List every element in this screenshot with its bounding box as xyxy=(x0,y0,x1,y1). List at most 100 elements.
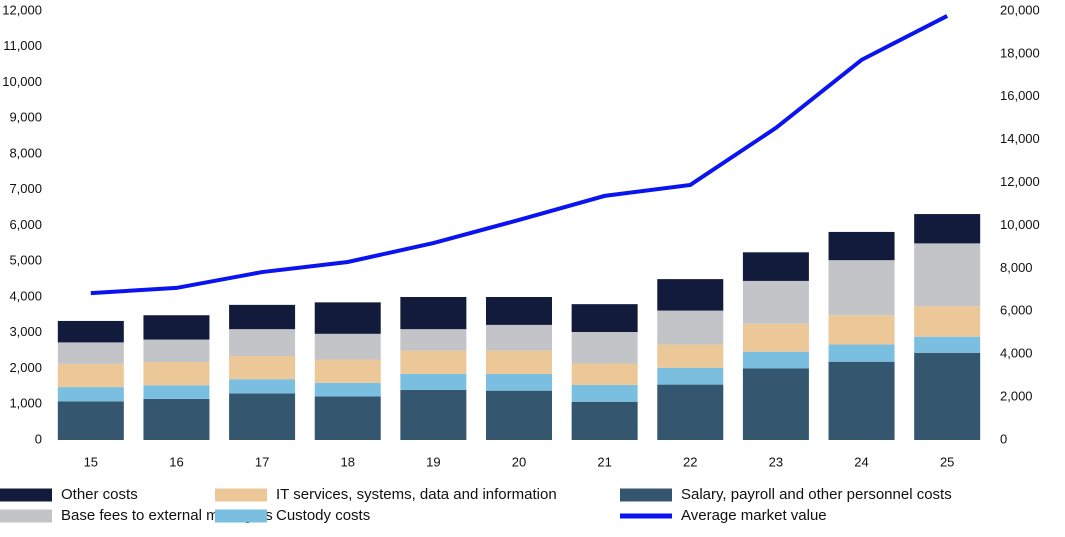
bar-segment xyxy=(914,336,981,353)
bar-segment xyxy=(914,214,981,244)
bar-segment xyxy=(143,315,210,340)
bar-segment xyxy=(314,382,381,397)
x-tick-label: 25 xyxy=(940,454,954,469)
legend-swatch xyxy=(215,509,267,523)
bar-segment xyxy=(571,401,638,440)
bar-segment xyxy=(486,373,552,391)
x-tick-label: 23 xyxy=(769,454,783,469)
bar-segment xyxy=(400,373,467,390)
y2-tick-label: 4,000 xyxy=(1000,346,1033,361)
legend-label: Average market value xyxy=(681,507,827,524)
bar-segment xyxy=(914,306,981,337)
y-tick-label: 0 xyxy=(35,431,42,446)
y2-tick-label: 14,000 xyxy=(1000,131,1040,146)
y-tick-label: 9,000 xyxy=(9,110,42,125)
bar-segment xyxy=(486,297,552,325)
bar-segment xyxy=(742,368,809,440)
legend-swatch xyxy=(620,513,672,519)
bar-segment xyxy=(486,324,552,351)
y-tick-label: 12,000 xyxy=(2,2,42,17)
bar-segment xyxy=(571,304,638,333)
bar-segment xyxy=(828,344,895,362)
bar-segment xyxy=(657,279,724,311)
y-tick-label: 5,000 xyxy=(9,253,42,268)
bar-segment xyxy=(657,310,724,345)
y2-tick-label: 0 xyxy=(1000,431,1007,446)
bar-segment xyxy=(143,362,210,386)
bar-segment xyxy=(657,344,724,368)
bar-segment xyxy=(400,297,467,330)
bar-segment xyxy=(400,350,467,374)
x-tick-label: 24 xyxy=(854,454,868,469)
bar-segment xyxy=(229,304,296,330)
y-tick-label: 6,000 xyxy=(9,217,42,232)
bar-segment xyxy=(657,367,724,385)
bar-segment xyxy=(571,384,638,402)
y2-tick-label: 2,000 xyxy=(1000,389,1033,404)
bar-segment xyxy=(828,361,895,440)
bar-segment xyxy=(314,333,381,360)
bar-segment xyxy=(229,379,296,394)
bar-segment xyxy=(57,320,124,343)
x-tick-label: 16 xyxy=(169,454,183,469)
y-tick-label: 10,000 xyxy=(2,74,42,89)
bar-segment xyxy=(828,231,895,261)
bar-segment xyxy=(571,332,638,364)
bar-segment xyxy=(314,359,381,383)
bar-segment xyxy=(828,260,895,316)
x-tick-label: 22 xyxy=(683,454,697,469)
bar-segment xyxy=(828,315,895,345)
bar-segment xyxy=(742,252,809,281)
y2-tick-label: 20,000 xyxy=(1000,2,1040,17)
y2-tick-label: 8,000 xyxy=(1000,260,1033,275)
bar-segment xyxy=(229,329,296,356)
bar-segment xyxy=(314,396,381,440)
bar-segment xyxy=(742,351,809,369)
bar-segment xyxy=(57,342,124,364)
x-tick-label: 21 xyxy=(597,454,611,469)
legend-label: Salary, payroll and other personnel cost… xyxy=(681,486,952,503)
x-tick-label: 19 xyxy=(426,454,440,469)
bar-segment xyxy=(742,323,809,352)
x-tick-label: 18 xyxy=(340,454,354,469)
bar-segment xyxy=(314,302,381,334)
y2-tick-label: 10,000 xyxy=(1000,217,1040,232)
y-tick-label: 1,000 xyxy=(9,396,42,411)
legend-swatch xyxy=(0,488,52,502)
y-tick-label: 3,000 xyxy=(9,324,42,339)
bar-segment xyxy=(914,352,981,440)
y-tick-label: 7,000 xyxy=(9,181,42,196)
legend-swatch xyxy=(215,488,267,502)
bar-segment xyxy=(486,350,552,374)
y2-tick-label: 16,000 xyxy=(1000,88,1040,103)
bar-segment xyxy=(143,385,210,399)
bar-segment xyxy=(229,355,296,380)
y-tick-label: 4,000 xyxy=(9,288,42,303)
y-tick-label: 2,000 xyxy=(9,360,42,375)
line-series xyxy=(90,14,949,296)
bar-segment xyxy=(657,384,724,440)
bar-segment xyxy=(400,389,467,440)
bar-segment xyxy=(571,363,638,385)
legend-label: Other costs xyxy=(61,486,138,503)
legend-label: IT services, systems, data and informati… xyxy=(276,486,557,503)
legend-label: Custody costs xyxy=(276,507,370,524)
bar-segment xyxy=(914,243,981,307)
bar-segment xyxy=(143,339,210,363)
y-tick-label: 11,000 xyxy=(3,38,42,53)
y-tick-label: 8,000 xyxy=(9,145,42,160)
bar-segment xyxy=(143,398,210,440)
x-tick-label: 17 xyxy=(255,454,269,469)
legend-swatch xyxy=(0,509,52,523)
x-tick-label: 15 xyxy=(84,454,98,469)
bar-segment xyxy=(57,387,124,402)
x-tick-label: 20 xyxy=(512,454,526,469)
bar-segment xyxy=(57,363,124,388)
bar-segment xyxy=(742,280,809,324)
y2-tick-label: 18,000 xyxy=(1000,45,1040,60)
bar-segment xyxy=(400,329,467,351)
y2-tick-label: 12,000 xyxy=(1000,174,1040,189)
bar-segment xyxy=(486,390,552,440)
bar-segment xyxy=(57,401,124,440)
